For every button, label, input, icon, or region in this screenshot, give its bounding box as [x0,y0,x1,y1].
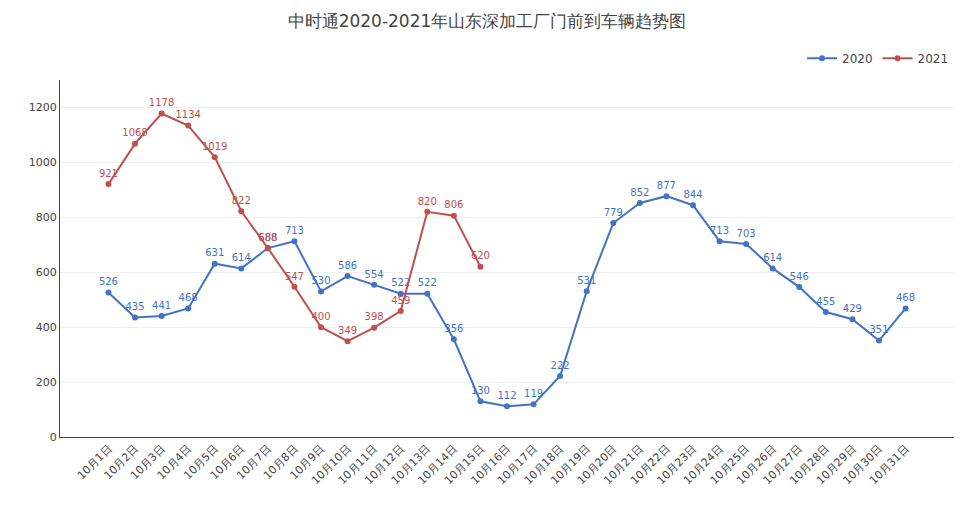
svg-text:530: 530 [311,275,330,286]
svg-text:2021: 2021 [918,52,949,66]
svg-text:10月18日: 10月18日 [522,443,567,488]
svg-text:779: 779 [604,207,623,218]
svg-text:10月3日: 10月3日 [128,443,168,483]
svg-text:688: 688 [258,232,277,243]
svg-text:10月13日: 10月13日 [389,443,434,488]
svg-text:10月27日: 10月27日 [761,443,806,488]
svg-text:631: 631 [205,247,224,258]
svg-text:806: 806 [444,199,463,210]
svg-text:614: 614 [763,252,782,263]
svg-text:852: 852 [630,187,649,198]
svg-text:10月10日: 10月10日 [309,443,354,488]
svg-text:600: 600 [36,266,57,279]
svg-text:844: 844 [683,189,702,200]
svg-text:10月9日: 10月9日 [287,443,327,483]
svg-text:10月29日: 10月29日 [814,443,859,488]
svg-text:620: 620 [471,250,490,261]
svg-text:400: 400 [36,321,57,334]
svg-text:10月12日: 10月12日 [362,443,407,488]
svg-text:877: 877 [657,180,676,191]
svg-text:10月24日: 10月24日 [681,443,726,488]
svg-text:455: 455 [816,296,835,307]
svg-text:10月23日: 10月23日 [654,443,699,488]
svg-text:10月17日: 10月17日 [495,443,540,488]
svg-text:1134: 1134 [175,109,200,120]
svg-text:820: 820 [418,196,437,207]
svg-text:119: 119 [524,388,543,399]
svg-text:10月25日: 10月25日 [708,443,753,488]
svg-text:1068: 1068 [122,127,147,138]
svg-text:400: 400 [311,311,330,322]
svg-text:800: 800 [36,211,57,224]
svg-text:688: 688 [258,232,277,243]
svg-text:703: 703 [737,228,756,239]
svg-text:1200: 1200 [29,101,57,114]
svg-text:822: 822 [232,195,251,206]
svg-text:441: 441 [152,300,171,311]
svg-text:10月5日: 10月5日 [181,443,221,483]
svg-text:435: 435 [125,301,144,312]
svg-text:10月6日: 10月6日 [208,443,248,483]
svg-text:468: 468 [896,292,915,303]
svg-text:10月28日: 10月28日 [787,443,832,488]
svg-text:0: 0 [50,431,57,444]
svg-text:222: 222 [551,360,570,371]
svg-text:526: 526 [99,276,118,287]
svg-text:10月2日: 10月2日 [101,443,141,483]
svg-text:546: 546 [790,271,809,282]
svg-text:921: 921 [99,168,118,179]
svg-text:713: 713 [710,225,729,236]
svg-text:200: 200 [36,376,57,389]
svg-text:429: 429 [843,303,862,314]
svg-text:10月8日: 10月8日 [261,443,301,483]
svg-text:522: 522 [391,277,410,288]
svg-text:713: 713 [285,225,304,236]
svg-text:554: 554 [365,269,384,280]
svg-text:10月21日: 10月21日 [601,443,646,488]
svg-text:10月31日: 10月31日 [867,443,912,488]
svg-text:531: 531 [577,275,596,286]
svg-text:10月20日: 10月20日 [575,443,620,488]
svg-text:356: 356 [444,323,463,334]
svg-text:468: 468 [179,292,198,303]
svg-text:522: 522 [418,277,437,288]
svg-text:10月26日: 10月26日 [734,443,779,488]
svg-text:1000: 1000 [29,156,57,169]
svg-text:459: 459 [391,295,410,306]
svg-text:614: 614 [232,252,251,263]
svg-text:10月11日: 10月11日 [336,443,381,488]
svg-text:349: 349 [338,325,357,336]
svg-text:130: 130 [471,385,490,396]
svg-text:2020: 2020 [842,52,873,66]
svg-text:586: 586 [338,260,357,271]
svg-text:10月14日: 10月14日 [415,443,460,488]
svg-text:10月4日: 10月4日 [155,443,195,483]
svg-text:10月30日: 10月30日 [840,443,885,488]
svg-text:中时通2020-2021年山东深加工厂门前到车辆趋势图: 中时通2020-2021年山东深加工厂门前到车辆趋势图 [288,11,687,31]
svg-text:10月19日: 10月19日 [548,443,593,488]
svg-text:10月15日: 10月15日 [442,443,487,488]
svg-text:1019: 1019 [202,141,227,152]
svg-text:1178: 1178 [149,97,174,108]
svg-text:10月22日: 10月22日 [628,443,673,488]
svg-text:10月1日: 10月1日 [75,443,115,483]
svg-text:351: 351 [869,324,888,335]
svg-text:547: 547 [285,271,304,282]
svg-text:10月7日: 10月7日 [234,443,274,483]
svg-text:112: 112 [497,390,516,401]
svg-text:10月16日: 10月16日 [468,443,513,488]
svg-text:398: 398 [365,311,384,322]
